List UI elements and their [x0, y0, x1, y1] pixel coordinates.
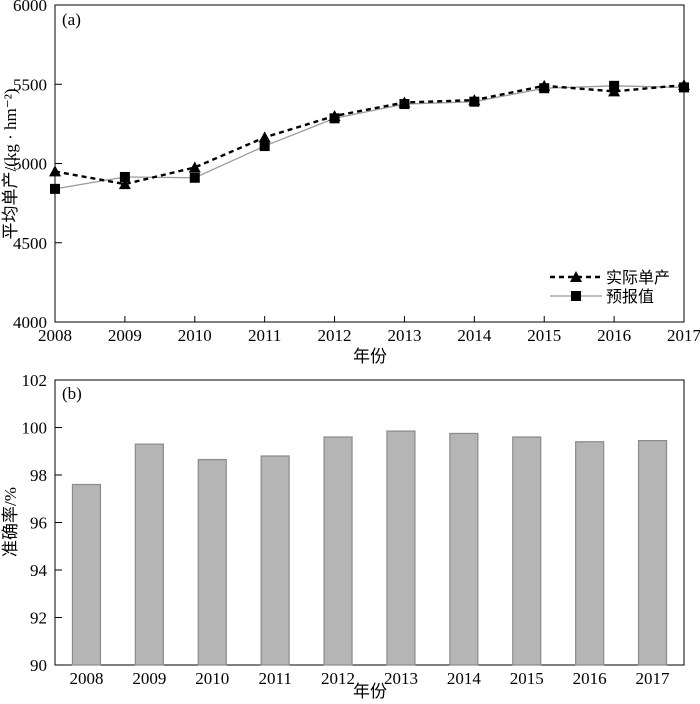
forecast-marker-square: [50, 183, 60, 194]
bar: [323, 436, 353, 666]
x-tick-label-a: 2008: [38, 326, 72, 345]
y-tick-label-a: 4000: [13, 313, 47, 332]
legend-actual-label: 实际单产: [606, 269, 670, 287]
bar: [134, 443, 164, 666]
panel-b-label: (b): [62, 384, 82, 403]
bar: [575, 441, 605, 666]
legend-forecast-square-icon: [571, 291, 581, 301]
actual-marker-triangle: [468, 94, 481, 106]
forecast-line: [54, 85, 685, 190]
panel-b-plot: 90 92 94 96 98 100 102 2008 2009 2010 2011 2012 2013…: [22, 371, 685, 688]
y-axis-label-b: 准确率/%: [1, 487, 20, 557]
legend-actual-triangle-icon: [570, 271, 582, 282]
y-tick-label-b: 96: [30, 514, 47, 533]
bar: [260, 455, 290, 666]
x-tick-label-a: 2010: [178, 326, 212, 345]
bar: [512, 436, 542, 666]
x-axis-label-b: 年份: [353, 682, 387, 699]
y-tick-label-b: 92: [30, 609, 47, 628]
x-tick-label-a: 2017: [667, 326, 700, 345]
forecast-marker-square: [189, 172, 200, 183]
panel-a-label: (a): [62, 10, 81, 29]
forecast-marker-square: [119, 171, 130, 182]
x-tick-label-b: 2009: [132, 669, 166, 688]
legend-forecast-label: 预报值: [606, 288, 654, 306]
actual-marker-triangle: [398, 96, 411, 108]
x-tick-label-a: 2016: [597, 326, 631, 345]
y-axis-label-a: 平均单产/(kg · hm⁻²): [1, 89, 20, 240]
x-tick-label-b: 2008: [69, 669, 103, 688]
actual-marker-triangle: [188, 161, 201, 173]
y-tick-label-b: 90: [30, 656, 47, 675]
panel-a-plot: 4000 4500 5000 5500 6000 2008 2009 2010 2011 2012…: [13, 0, 700, 345]
actual-line: [54, 83, 685, 186]
plot-frame-a: [54, 4, 685, 323]
y-tick-label-a: 5500: [13, 75, 47, 94]
x-tick-label-b: 2013: [384, 669, 418, 688]
actual-marker-triangle: [538, 79, 551, 91]
x-tick-label-a: 2012: [318, 326, 352, 345]
x-tick-label-b: 2014: [447, 669, 482, 688]
actual-marker-triangle: [328, 109, 341, 121]
legend: 实际单产 预报值: [550, 269, 670, 306]
bar: [197, 458, 227, 666]
bar: [386, 430, 416, 666]
y-tick-label-b: 102: [22, 371, 48, 390]
bar: [71, 483, 102, 666]
bar: [637, 439, 668, 666]
actual-marker-triangle: [49, 165, 61, 177]
x-tick-label-b: 2010: [195, 669, 229, 688]
x-tick-label-b: 2011: [258, 669, 291, 688]
actual-marker-triangle: [678, 79, 690, 91]
x-tick-label-a: 2009: [108, 326, 142, 345]
x-tick-label-a: 2015: [527, 326, 561, 345]
y-tick-label-b: 100: [22, 419, 48, 438]
x-tick-label-a: 2011: [248, 326, 281, 345]
y-tick-label-a: 4500: [13, 234, 47, 253]
bar: [449, 432, 479, 666]
y-tick-label-b: 94: [30, 561, 48, 580]
x-tick-label-a: 2014: [457, 326, 492, 345]
x-tick-label-a: 2013: [387, 326, 421, 345]
y-tick-label-b: 98: [30, 466, 47, 485]
panel-b: 90 92 94 96 98 100 102 2008 2009 2010 2011 2012 2013…: [1, 371, 685, 701]
x-tick-label-b: 2017: [636, 669, 671, 688]
forecast-marker-square: [259, 141, 270, 152]
x-tick-label-b: 2015: [510, 669, 544, 688]
actual-marker-triangle: [608, 85, 621, 97]
x-tick-label-b: 2012: [321, 669, 355, 688]
actual-marker-triangle: [118, 178, 131, 190]
y-tick-label-a: 5000: [13, 155, 47, 174]
panel-a: 4000 4500 5000 5500 6000 2008 2009 2010 2011 2012…: [1, 0, 700, 366]
x-axis-label-a: 年份: [353, 347, 387, 366]
x-tick-label-b: 2016: [573, 669, 607, 688]
actual-marker-triangle: [258, 131, 271, 143]
y-tick-label-a: 6000: [13, 0, 47, 15]
